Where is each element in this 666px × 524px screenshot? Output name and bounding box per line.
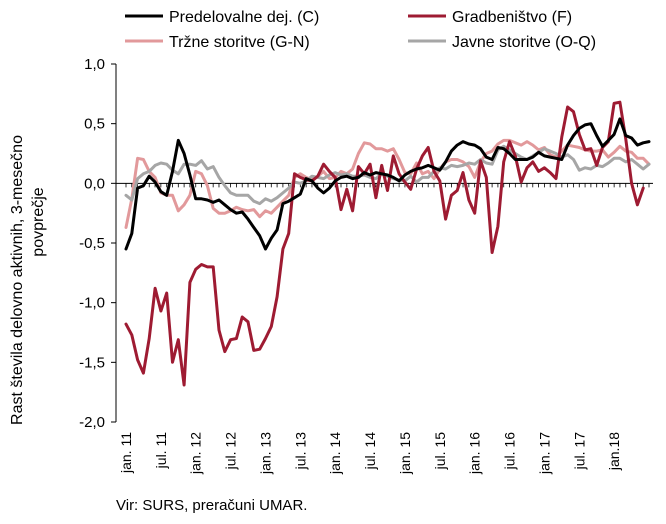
y-tick-label: -1,0 bbox=[79, 295, 105, 312]
x-tick-label: jul. 14 bbox=[362, 432, 378, 471]
y-axis-title-line2: povprečje bbox=[30, 187, 47, 256]
y-tick-label: -0,5 bbox=[79, 235, 105, 252]
legend-label: Gradbeništvo (F) bbox=[452, 9, 572, 26]
y-axis: 1,0 0,5 0,0 -0,5 -1,0 -1,5 -2,0 bbox=[79, 56, 117, 431]
x-tick-label: jul. 16 bbox=[502, 432, 518, 471]
x-tick-label: jul. 15 bbox=[432, 432, 448, 471]
y-tick-label: -1,5 bbox=[79, 354, 105, 371]
legend-label: Tržne storitve (G-N) bbox=[169, 34, 310, 51]
x-axis: jan. 11 jul. 11 jan. 12 jul. 12 jan. 13 jul. … bbox=[116, 182, 653, 475]
x-tick-label: jan.18 bbox=[606, 432, 622, 471]
y-tick-label: -2,0 bbox=[79, 414, 105, 431]
x-tick-label: jul. 12 bbox=[223, 432, 239, 471]
series-line-1 bbox=[124, 117, 651, 251]
legend-label: Predelovalne dej. (C) bbox=[169, 9, 319, 26]
x-tick-label: jul. 17 bbox=[571, 432, 587, 471]
legend-label: Javne storitve (O-Q) bbox=[452, 34, 596, 51]
x-tick-label: jan. 14 bbox=[327, 432, 343, 475]
series-line-2 bbox=[124, 100, 645, 387]
legend: Predelovalne dej. (C) Gradbeništvo (F) Trž… bbox=[125, 9, 596, 51]
source-note: Vir: SURS, preračuni UMAR. bbox=[116, 497, 308, 514]
x-tick-label: jan. 17 bbox=[536, 432, 552, 475]
y-tick-label: 1,0 bbox=[84, 56, 105, 73]
x-tick-label: jan. 12 bbox=[188, 432, 204, 475]
x-tick-label: jul. 13 bbox=[292, 432, 308, 471]
y-tick-label: 0,0 bbox=[84, 175, 105, 192]
x-tick-label: jan. 13 bbox=[257, 432, 273, 475]
x-tick-label: jan. 16 bbox=[467, 432, 483, 475]
x-tick-label: jan. 15 bbox=[397, 432, 413, 475]
y-tick-label: 0,5 bbox=[84, 116, 105, 133]
y-axis-title-line1: Rast števila delovno aktivnih, 3-mesečno bbox=[9, 135, 26, 425]
series-line-3 bbox=[124, 138, 651, 229]
series-lines bbox=[124, 100, 651, 387]
x-tick-label: jan. 11 bbox=[118, 432, 134, 474]
x-tick-label: jul. 11 bbox=[153, 432, 169, 470]
